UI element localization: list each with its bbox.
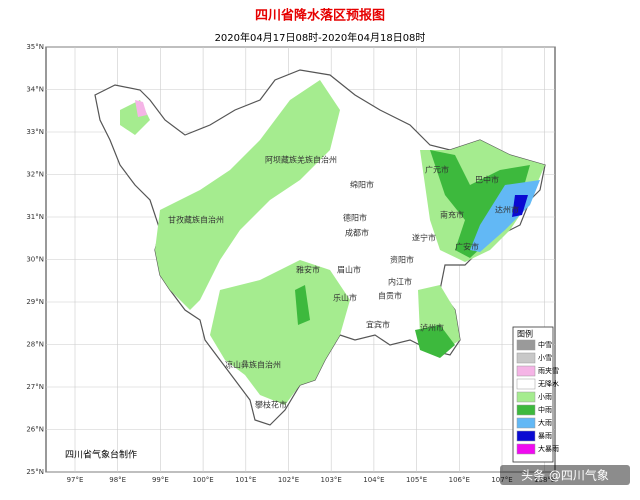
moderate-rain-area bbox=[415, 325, 455, 358]
city-label: 广安市 bbox=[455, 242, 479, 252]
lat-label: 33°N bbox=[26, 128, 44, 136]
lat-label: 27°N bbox=[26, 383, 44, 391]
legend-label: 小雨 bbox=[538, 392, 552, 401]
lon-label: 105°E bbox=[406, 476, 427, 484]
sleet-area bbox=[135, 100, 147, 117]
legend-swatch bbox=[516, 352, 536, 364]
lon-label: 103°E bbox=[321, 476, 342, 484]
legend-swatch bbox=[516, 404, 536, 416]
legend-title: 图例 bbox=[517, 329, 533, 339]
legend-label: 暴雨 bbox=[538, 432, 552, 440]
city-label: 巴中市 bbox=[475, 175, 499, 185]
lon-label: 108°E bbox=[534, 476, 555, 484]
city-label: 成都市 bbox=[345, 228, 369, 238]
city-label: 南充市 bbox=[440, 210, 464, 220]
watermark: 头条 @四川气象 bbox=[521, 468, 609, 483]
legend-label: 小雪 bbox=[538, 353, 552, 362]
legend-label: 雨夹雪 bbox=[538, 366, 559, 375]
city-label: 凉山彝族自治州 bbox=[225, 360, 281, 370]
credit: 四川省气象台制作 bbox=[65, 449, 137, 461]
city-label: 达州市 bbox=[495, 205, 519, 215]
city-label: 遂宁市 bbox=[412, 233, 436, 243]
lon-label: 107°E bbox=[491, 476, 512, 484]
city-label: 内江市 bbox=[388, 277, 412, 287]
lat-label: 30°N bbox=[26, 256, 44, 264]
legend-label: 中雪 bbox=[538, 340, 552, 349]
lon-label: 100°E bbox=[192, 476, 213, 484]
moderate-rain-area bbox=[295, 285, 310, 325]
city-label: 雅安市 bbox=[296, 265, 320, 275]
legend-swatch bbox=[516, 339, 536, 351]
legend-swatch bbox=[516, 378, 536, 390]
lon-label: 97°E bbox=[67, 476, 84, 484]
city-label: 乐山市 bbox=[333, 293, 357, 303]
lat-label: 29°N bbox=[26, 298, 44, 306]
legend-swatch bbox=[516, 365, 536, 377]
legend-swatch bbox=[516, 430, 536, 442]
city-label: 资阳市 bbox=[390, 255, 414, 265]
lat-label: 34°N bbox=[26, 86, 44, 94]
city-label: 绵阳市 bbox=[350, 180, 374, 190]
legend-label: 无降水 bbox=[538, 379, 559, 388]
lon-label: 104°E bbox=[363, 476, 384, 484]
city-label: 甘孜藏族自治州 bbox=[168, 215, 224, 225]
legend-label: 大暴雨 bbox=[538, 444, 559, 453]
lon-label: 98°E bbox=[109, 476, 126, 484]
subtitle: 2020年04月17日08时-2020年04月18日08时 bbox=[215, 31, 426, 44]
legend-swatch bbox=[516, 417, 536, 429]
city-label: 广元市 bbox=[425, 165, 449, 175]
lon-label: 101°E bbox=[235, 476, 256, 484]
lat-label: 31°N bbox=[26, 213, 44, 221]
lon-label: 102°E bbox=[278, 476, 299, 484]
lon-label: 106°E bbox=[449, 476, 470, 484]
legend-label: 大雨 bbox=[538, 418, 552, 427]
rainstorm-area bbox=[512, 195, 528, 217]
legend-swatch bbox=[516, 391, 536, 403]
lon-label: 99°E bbox=[152, 476, 169, 484]
city-label: 眉山市 bbox=[337, 265, 361, 275]
moderate-rain-area bbox=[430, 150, 530, 258]
lat-label: 26°N bbox=[26, 426, 44, 434]
city-label: 自贡市 bbox=[378, 291, 402, 301]
lat-label: 25°N bbox=[26, 468, 44, 476]
legend-swatch bbox=[516, 443, 536, 455]
lat-label: 35°N bbox=[26, 43, 44, 51]
city-label: 德阳市 bbox=[343, 213, 367, 223]
city-label: 宜宾市 bbox=[366, 320, 390, 330]
title: 四川省降水落区预报图 bbox=[255, 8, 385, 24]
city-label: 泸州市 bbox=[420, 323, 444, 333]
legend-label: 中雨 bbox=[538, 405, 552, 414]
city-labels: 阿坝藏族羌族自治州 绵阳市 广元市 巴中市 达州市 甘孜藏族自治州 德阳市 南充… bbox=[168, 155, 519, 410]
city-label: 攀枝花市 bbox=[255, 400, 287, 410]
city-label: 阿坝藏族羌族自治州 bbox=[265, 155, 337, 165]
lat-label: 28°N bbox=[26, 341, 44, 349]
watermark-bg bbox=[500, 465, 630, 485]
lat-label: 32°N bbox=[26, 171, 44, 179]
